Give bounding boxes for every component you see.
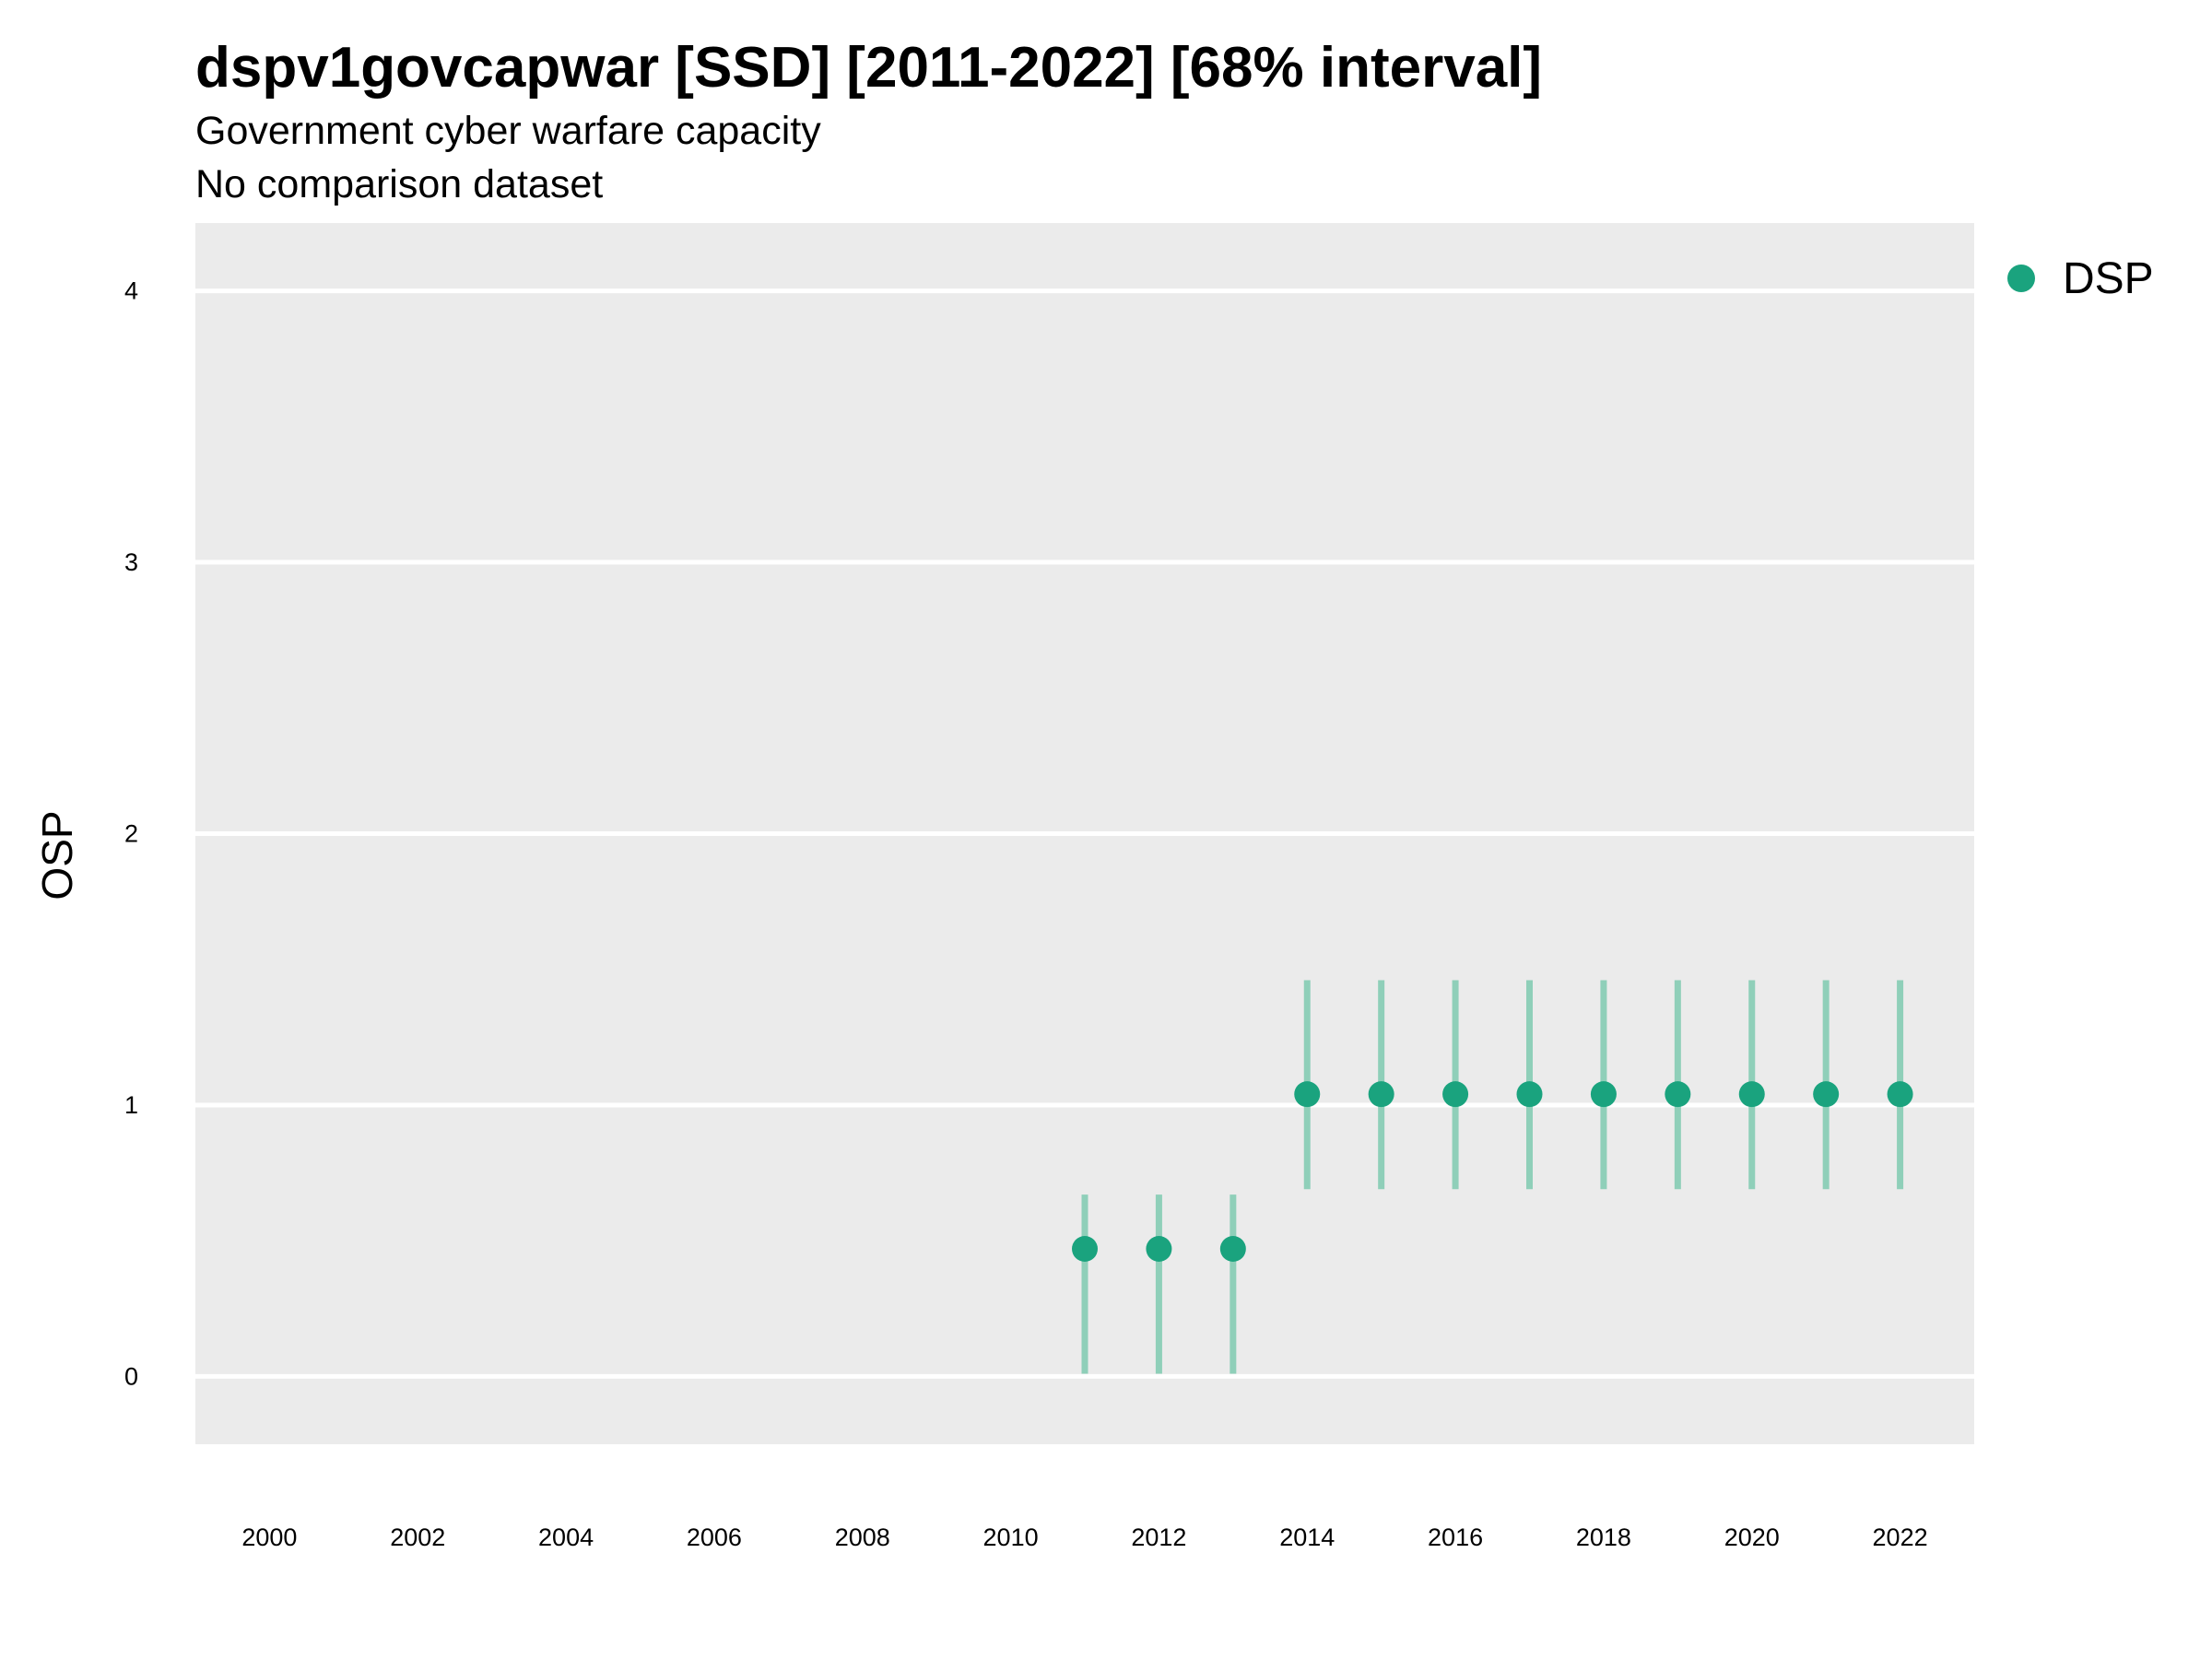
- x-axis-ticks: 2000 2002 2004 2006 2008 2010 2012 2014 2016 2018…: [241, 1524, 1927, 1551]
- x-tick-label-2014: 2014: [1279, 1524, 1335, 1551]
- legend: DSP: [2007, 254, 2154, 303]
- y-axis-ticks: 0 1 2 3 4: [124, 277, 138, 1391]
- point-2021: [1813, 1081, 1840, 1108]
- point-2014: [1294, 1081, 1321, 1108]
- y-tick-label-1: 1: [124, 1091, 138, 1119]
- point-2020: [1738, 1081, 1765, 1108]
- point-2017: [1516, 1081, 1543, 1108]
- y-tick-label-4: 4: [124, 277, 138, 305]
- grid-lines: [195, 288, 1974, 1379]
- point-2019: [1665, 1081, 1691, 1108]
- x-tick-label-2002: 2002: [390, 1524, 445, 1551]
- y-tick-label-2: 2: [124, 820, 138, 848]
- x-tick-label-2012: 2012: [1131, 1524, 1186, 1551]
- y-tick-label-0: 0: [124, 1362, 138, 1390]
- x-tick-label-2008: 2008: [835, 1524, 890, 1551]
- x-tick-label-2022: 2022: [1873, 1524, 1928, 1551]
- x-tick-label-2010: 2010: [983, 1524, 1039, 1551]
- chart-subtitle: Government cyber warfare capacity: [195, 109, 821, 153]
- point-2011: [1072, 1236, 1098, 1262]
- chart-title: dspv1govcapwar [SSD] [2011-2022] [68% in…: [195, 36, 1542, 100]
- legend-marker-dsp: [2007, 265, 2035, 292]
- y-axis-label: OSP: [33, 810, 81, 900]
- x-tick-label-2016: 2016: [1428, 1524, 1483, 1551]
- chart-caption: No comparison dataset: [195, 162, 603, 206]
- legend-label-dsp: DSP: [2063, 254, 2154, 303]
- data-marks: [1072, 980, 1913, 1374]
- point-2018: [1590, 1081, 1617, 1108]
- x-tick-label-2000: 2000: [241, 1524, 297, 1551]
- point-2016: [1442, 1081, 1469, 1108]
- x-tick-label-2020: 2020: [1724, 1524, 1780, 1551]
- point-2012: [1146, 1236, 1172, 1262]
- y-tick-label-3: 3: [124, 548, 138, 576]
- x-tick-label-2006: 2006: [687, 1524, 742, 1551]
- x-tick-label-2018: 2018: [1576, 1524, 1631, 1551]
- point-2015: [1368, 1081, 1394, 1108]
- point-2013: [1219, 1236, 1246, 1262]
- point-2022: [1887, 1081, 1913, 1108]
- x-tick-label-2004: 2004: [538, 1524, 594, 1551]
